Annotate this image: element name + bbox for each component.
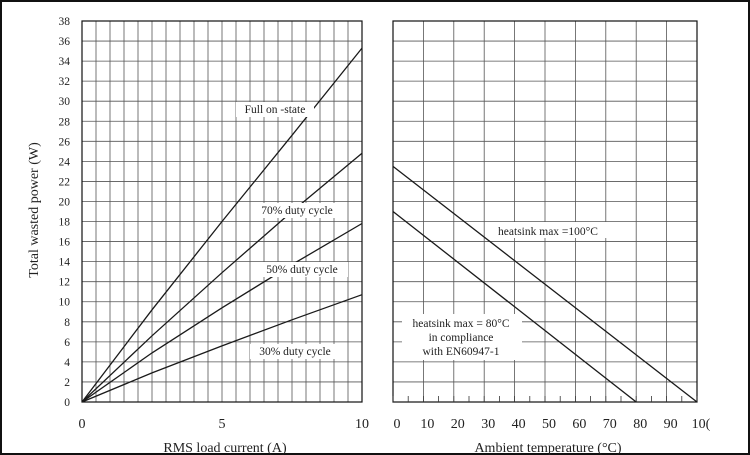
y-tick-label: 8	[64, 317, 70, 329]
series-line	[392, 165, 698, 403]
right-x-ticks: 0 10 20 30 40 50 60 70 80 90 10(	[392, 396, 711, 432]
series-label: Full on -state	[245, 104, 306, 116]
right-grid	[393, 21, 697, 402]
series-label: 70% duty cycle	[261, 205, 333, 217]
label-mask	[488, 222, 608, 238]
x-tick-label: 50	[542, 417, 556, 432]
series-line	[392, 210, 637, 403]
y-tick-label: 28	[59, 116, 71, 128]
y-tick-label: 2	[64, 377, 70, 389]
right-series-lines	[392, 165, 698, 403]
right-chart: 0 10 20 30 40 50 60 70 80 90 10( heatsink max =100…	[392, 20, 711, 455]
series-line	[81, 222, 363, 403]
label-mask	[236, 102, 314, 117]
label-mask	[256, 262, 348, 277]
left-y-axis-label: Total wasted power (W)	[27, 142, 42, 278]
series-label: 30% duty cycle	[259, 346, 331, 358]
series-label-80c: heatsink max = 80°C in compliance with EN6…	[412, 318, 509, 358]
left-plot-border	[81, 20, 363, 403]
y-tick-label: 16	[59, 237, 71, 249]
y-tick-label: 18	[59, 217, 71, 229]
y-tick-label: 12	[59, 277, 71, 289]
y-tick-label: 24	[59, 156, 71, 168]
y-tick-label: 0	[64, 397, 70, 409]
y-tick-label: 32	[59, 76, 71, 88]
left-x-axis-label: RMS load current (A)	[163, 441, 287, 455]
y-tick-label: 14	[59, 257, 71, 269]
y-tick-label: 26	[59, 136, 71, 148]
series-line	[81, 47, 363, 403]
left-series-lines	[81, 47, 363, 403]
series-line	[81, 152, 363, 403]
x-tick-label: 10	[420, 417, 434, 432]
right-series-labels: heatsink max =100°C heatsink max = 80°C in…	[402, 222, 608, 360]
x-tick-label: 0	[79, 417, 86, 432]
right-x-axis-label: Ambient temperature (°C)	[474, 441, 621, 455]
series-label-line: in compliance	[429, 332, 494, 344]
series-line	[81, 294, 363, 403]
series-label-line: heatsink max = 80°C	[412, 318, 509, 330]
series-label: 50% duty cycle	[266, 264, 338, 276]
label-mask	[402, 314, 522, 360]
x-tick-label: 70	[603, 417, 617, 432]
x-tick-label: 10(	[692, 417, 711, 432]
x-tick-label: 60	[572, 417, 586, 432]
y-tick-label: 20	[59, 196, 71, 208]
x-tick-label: 80	[633, 417, 647, 432]
y-tick-label: 4	[64, 357, 70, 369]
y-tick-label: 38	[59, 16, 71, 28]
x-tick-label: 90	[664, 417, 678, 432]
left-series-labels: Full on -state 70% duty cycle 50% duty cyc…	[236, 102, 348, 359]
left-x-ticks: 0 5 10	[79, 417, 370, 432]
y-tick-label: 30	[59, 96, 71, 108]
y-tick-label: 34	[59, 56, 71, 68]
x-tick-label: 0	[394, 417, 401, 432]
label-mask	[251, 203, 343, 218]
y-tick-label: 22	[59, 176, 71, 188]
x-tick-label: 5	[219, 417, 226, 432]
y-tick-label: 10	[59, 297, 71, 309]
y-tick-label: 36	[59, 36, 71, 48]
x-tick-label: 40	[512, 417, 526, 432]
x-tick-label: 20	[451, 417, 465, 432]
x-tick-label: 30	[481, 417, 495, 432]
series-label-line: with EN60947-1	[423, 346, 500, 358]
label-mask	[250, 344, 340, 359]
series-label-100c: heatsink max =100°C	[498, 226, 598, 238]
x-tick-label: 10	[355, 417, 369, 432]
y-tick-label: 6	[64, 337, 70, 349]
